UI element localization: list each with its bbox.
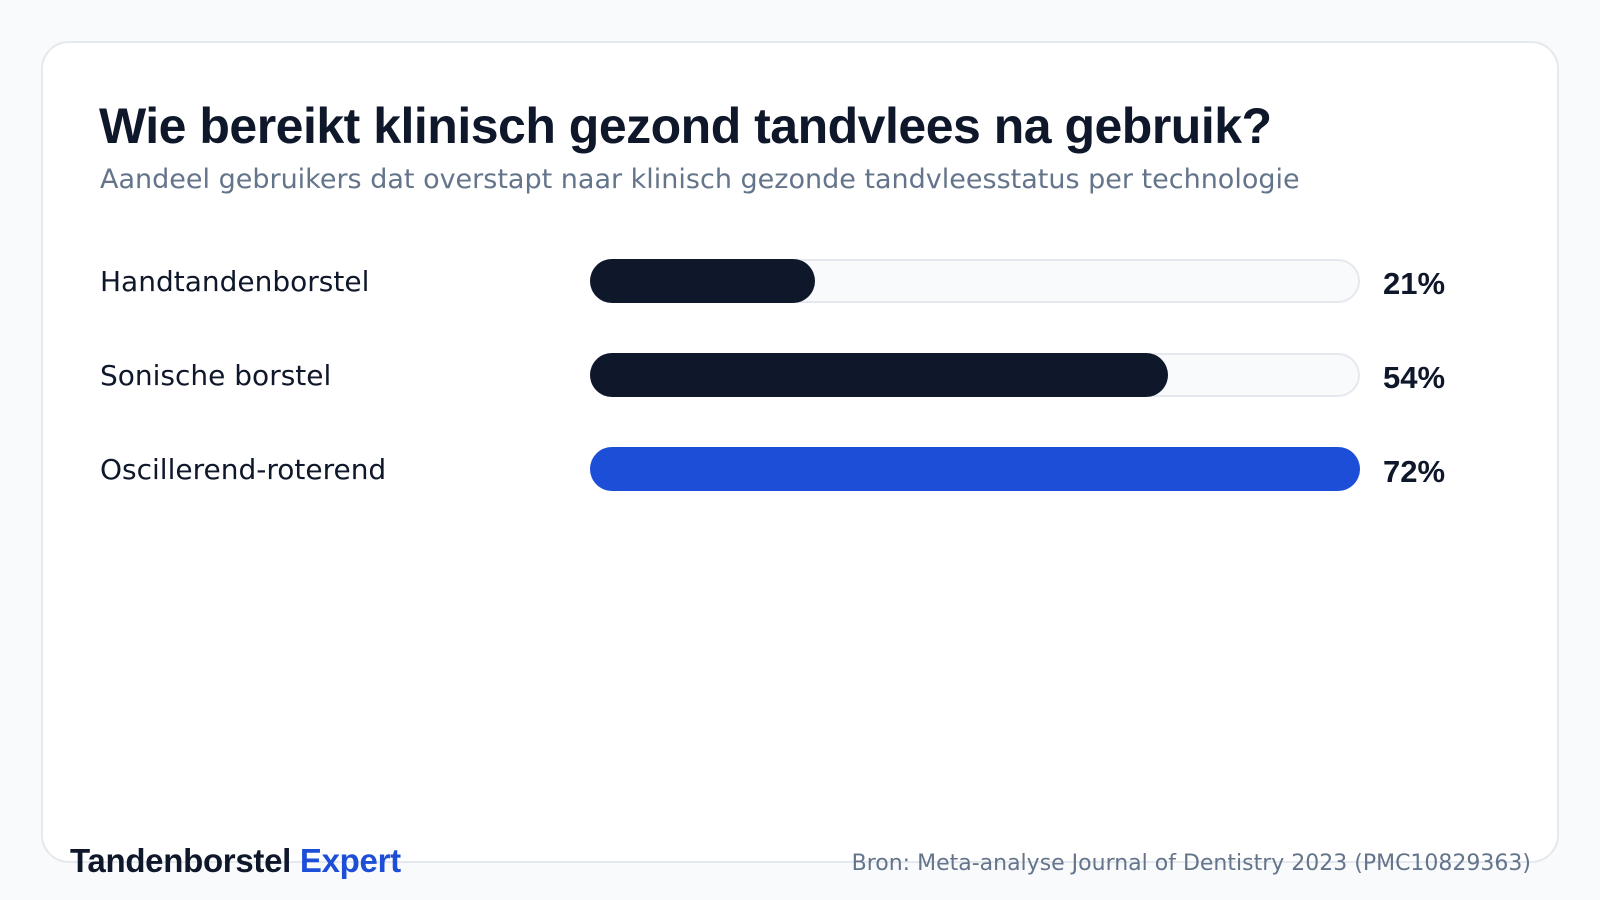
bar-fill — [590, 353, 1168, 397]
brand-logo: Tandenborstel Expert — [70, 841, 401, 881]
brand-accent: Expert — [299, 842, 401, 879]
bar-fill — [590, 259, 815, 303]
bar-row: Sonische borstel 54% — [0, 353, 1600, 399]
bar-row: Oscillerend-roterend 72% — [0, 447, 1600, 493]
value-label: 72% — [1383, 454, 1446, 489]
source-note: Bron: Meta-analyse Journal of Dentistry … — [851, 851, 1531, 876]
category-label: Oscillerend-roterend — [100, 453, 387, 486]
category-label: Handtandenborstel — [100, 265, 370, 298]
value-label: 21% — [1383, 266, 1446, 301]
bar-row: Handtandenborstel 21% — [0, 259, 1600, 305]
brand-name: Tandenborstel — [70, 842, 292, 879]
bar-fill — [590, 447, 1360, 491]
chart-title: Wie bereikt klinisch gezond tandvlees na… — [99, 98, 1272, 154]
category-label: Sonische borstel — [100, 359, 332, 392]
chart-subtitle: Aandeel gebruikers dat overstapt naar kl… — [100, 164, 1300, 195]
value-label: 54% — [1383, 360, 1446, 395]
